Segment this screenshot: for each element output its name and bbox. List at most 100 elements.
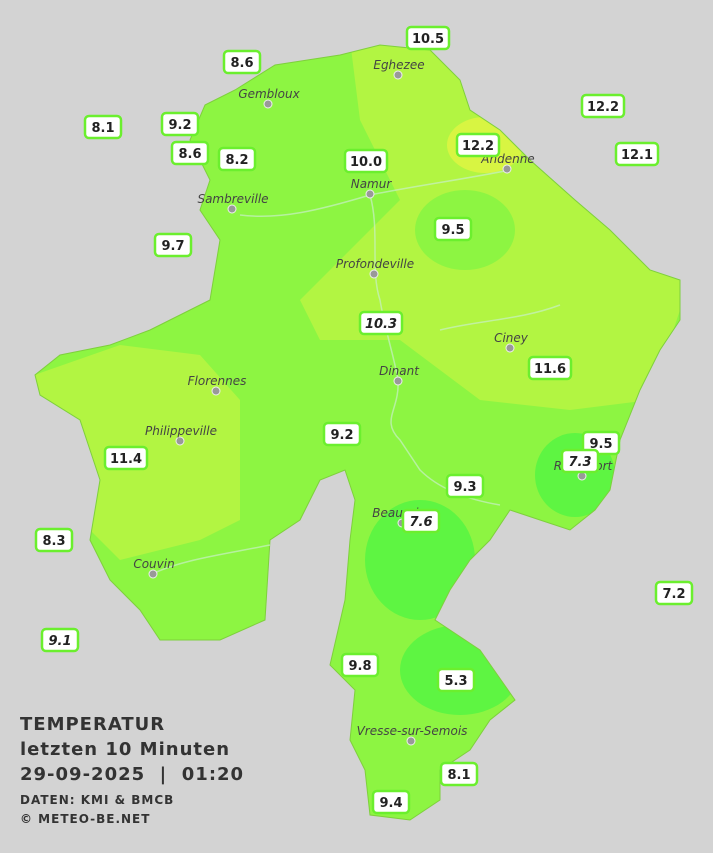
title-line: 29-09-2025 | 01:20 [20, 764, 244, 785]
title-line: TEMPERATUR [20, 714, 165, 735]
station-label: 9.2 [160, 111, 200, 137]
city-dot [175, 436, 185, 446]
station-value: 7.3 [568, 455, 591, 470]
station-label: 10.3 [358, 310, 404, 336]
station-label: 9.8 [340, 652, 380, 678]
station-label: 12.2 [455, 132, 501, 158]
station-value: 10.5 [412, 32, 444, 47]
station-value: 9.2 [168, 118, 191, 133]
station-label: 8.3 [34, 527, 74, 553]
station-label: 9.5 [433, 216, 473, 242]
station-label: 12.1 [614, 141, 660, 167]
station-box [222, 49, 262, 75]
station-box [340, 652, 380, 678]
station-value: 10.0 [350, 155, 382, 170]
station-value: 7.2 [662, 587, 685, 602]
city-name: Ciney [494, 331, 529, 345]
station-value: 12.1 [621, 148, 653, 163]
station-box [343, 148, 389, 174]
station-box [217, 146, 257, 172]
station-box [614, 141, 660, 167]
station-box [455, 132, 501, 158]
station-value: 9.4 [379, 796, 402, 811]
station-box [580, 93, 626, 119]
station-value: 8.6 [230, 56, 253, 71]
station-label: 9.3 [445, 473, 485, 499]
station-label: 8.2 [217, 146, 257, 172]
station-value: 9.2 [330, 428, 353, 443]
station-label: 7.2 [654, 580, 694, 606]
station-label: 9.2 [322, 421, 362, 447]
city-name: Namur [351, 177, 393, 191]
station-value: 9.5 [589, 437, 612, 452]
station-label: 7.6 [401, 508, 441, 534]
station-box [527, 355, 573, 381]
station-value: 8.1 [91, 121, 114, 136]
city-dot [505, 343, 515, 353]
city-name: Profondeville [336, 257, 414, 271]
station-label: 8.1 [439, 761, 479, 787]
station-box [170, 140, 210, 166]
title-line: letzten 10 Minuten [20, 739, 230, 760]
city-dot [502, 164, 512, 174]
station-value: 8.2 [225, 153, 248, 168]
station-label: 12.2 [580, 93, 626, 119]
station-value: 9.8 [348, 659, 371, 674]
city-name: Vresse-sur-Semois [357, 724, 468, 738]
station-box [103, 445, 149, 471]
station-value: 9.7 [161, 239, 184, 254]
station-box [581, 430, 621, 456]
station-label: 11.6 [527, 355, 573, 381]
station-box [436, 667, 476, 693]
station-label: 9.7 [153, 232, 193, 258]
city-dot [227, 204, 237, 214]
station-label: 7.3 [560, 448, 600, 474]
station-value: 9.3 [453, 480, 476, 495]
station-value: 9.5 [441, 223, 464, 238]
city-dot [148, 569, 158, 579]
city-name: Philippeville [145, 424, 217, 438]
station-value: 5.3 [444, 674, 467, 689]
station-label: 8.6 [222, 49, 262, 75]
station-value: 12.2 [462, 139, 494, 154]
station-box [322, 421, 362, 447]
station-box [40, 627, 80, 653]
city-name: Eghezee [373, 58, 424, 72]
station-box [654, 580, 694, 606]
station-box [405, 25, 451, 51]
station-label: 10.5 [405, 25, 451, 51]
station-value: 8.3 [42, 534, 65, 549]
station-label: 5.3 [436, 667, 476, 693]
station-value: 10.3 [365, 317, 397, 332]
station-label: 9.4 [371, 789, 411, 815]
city-dot [393, 70, 403, 80]
station-label: 10.0 [343, 148, 389, 174]
city-dot [369, 269, 379, 279]
station-label: 8.1 [83, 114, 123, 140]
station-value: 9.1 [48, 634, 71, 649]
station-label: 9.5 [581, 430, 621, 456]
stations: 10.5 8.6 12.2 8.1 9.2 12.2 12.1 8.6 8.2 10.0 9.5 9.… [34, 25, 694, 815]
station-box [445, 473, 485, 499]
city-name: Gembloux [238, 87, 300, 101]
station-value: 11.6 [534, 362, 566, 377]
city-name: Florennes [188, 374, 247, 388]
station-box [160, 111, 200, 137]
city-dot [211, 386, 221, 396]
station-box [34, 527, 74, 553]
station-box [433, 216, 473, 242]
station-label: 8.6 [170, 140, 210, 166]
station-label: 9.1 [40, 627, 80, 653]
credit: © METEO-BE.NET [20, 812, 150, 826]
station-value: 8.1 [447, 768, 470, 783]
station-box [371, 789, 411, 815]
station-value: 7.6 [409, 515, 432, 530]
station-value: 8.6 [178, 147, 201, 162]
station-value: 11.4 [110, 452, 142, 467]
city-dot [263, 99, 273, 109]
city-name: Couvin [133, 557, 174, 571]
city-name: Dinant [379, 364, 420, 378]
city-dot [393, 376, 403, 386]
station-box [358, 310, 404, 336]
